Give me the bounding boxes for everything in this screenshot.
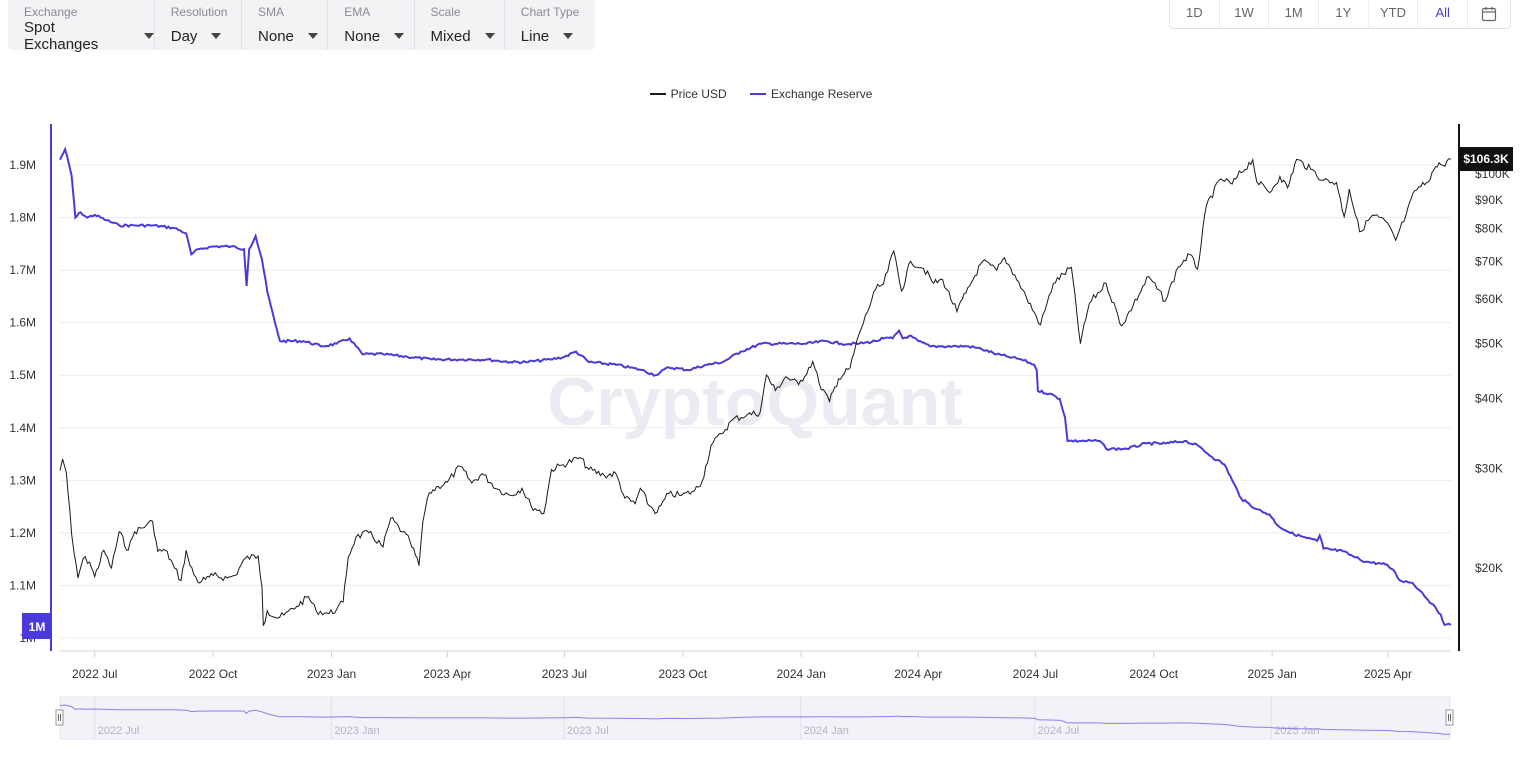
navigator-tick-label: 2024 Jan — [804, 725, 849, 737]
exchange-label: Exchange — [24, 5, 78, 19]
calendar-icon — [1481, 7, 1497, 22]
navigator-left-handle[interactable] — [55, 709, 64, 726]
range-button-1w[interactable]: 1W — [1220, 0, 1270, 28]
navigator-right-handle[interactable] — [1445, 709, 1454, 726]
resolution-label: Resolution — [170, 5, 228, 19]
chart-type-value: Line — [520, 27, 550, 45]
resolution-value: Day — [170, 27, 198, 45]
sma-label: SMA — [258, 5, 285, 19]
range-button-1m[interactable]: 1M — [1269, 0, 1320, 28]
navigator-tick-label: 2025 Jan — [1274, 725, 1319, 737]
navigator-tick-label: 2023 Jul — [567, 725, 609, 737]
legend-price-label: Price USD — [670, 87, 727, 101]
ema-dropdown[interactable]: EMA None — [328, 0, 415, 50]
chevron-down-icon — [211, 33, 222, 39]
navigator-series — [59, 704, 1450, 735]
navigator-background — [59, 696, 1451, 740]
chevron-down-icon — [143, 33, 154, 39]
range-button-ytd[interactable]: YTD — [1369, 0, 1419, 28]
exchange-dropdown[interactable]: Exchange Spot Exchanges — [8, 0, 155, 53]
sma-value: None — [258, 27, 294, 45]
ema-label: EMA — [344, 5, 371, 19]
chevron-down-icon — [484, 33, 495, 39]
resolution-dropdown[interactable]: Resolution Day — [155, 0, 243, 50]
chart-controls-bar: Exchange Spot Exchanges Resolution Day S… — [8, 0, 595, 53]
reserve-swatch — [749, 93, 766, 95]
calendar-button[interactable] — [1468, 0, 1510, 28]
navigator-tick-label: 2024 Jul — [1038, 725, 1080, 737]
chevron-down-icon — [394, 33, 405, 39]
exchange-value: Spot Exchanges — [24, 19, 99, 53]
scale-label: Scale — [430, 5, 461, 19]
navigator-tick-label: 2022 Jul — [98, 725, 140, 737]
ema-value: None — [344, 27, 381, 45]
scale-dropdown[interactable]: Scale Mixed — [415, 0, 505, 50]
scale-value: Mixed — [430, 27, 471, 45]
range-button-all[interactable]: All — [1418, 0, 1469, 28]
chart-type-dropdown[interactable]: Chart Type Line — [505, 0, 595, 50]
range-button-1d[interactable]: 1D — [1170, 0, 1220, 28]
legend-item-price[interactable]: Price USD — [649, 87, 727, 101]
chevron-down-icon — [307, 33, 318, 39]
navigator-tick-label: 2023 Jan — [334, 725, 379, 737]
chart-type-label: Chart Type — [520, 5, 580, 19]
range-button-1y[interactable]: 1Y — [1319, 0, 1369, 28]
chevron-down-icon — [563, 33, 574, 39]
chart-legend: Price USD Exchange Reserve — [0, 84, 1522, 101]
legend-item-reserve[interactable]: Exchange Reserve — [749, 87, 873, 101]
price-swatch — [649, 93, 666, 95]
sma-dropdown[interactable]: SMA None — [242, 0, 329, 50]
legend-reserve-label: Exchange Reserve — [770, 87, 873, 101]
time-range-selector: 1D 1W 1M 1Y YTD All — [1169, 0, 1511, 29]
